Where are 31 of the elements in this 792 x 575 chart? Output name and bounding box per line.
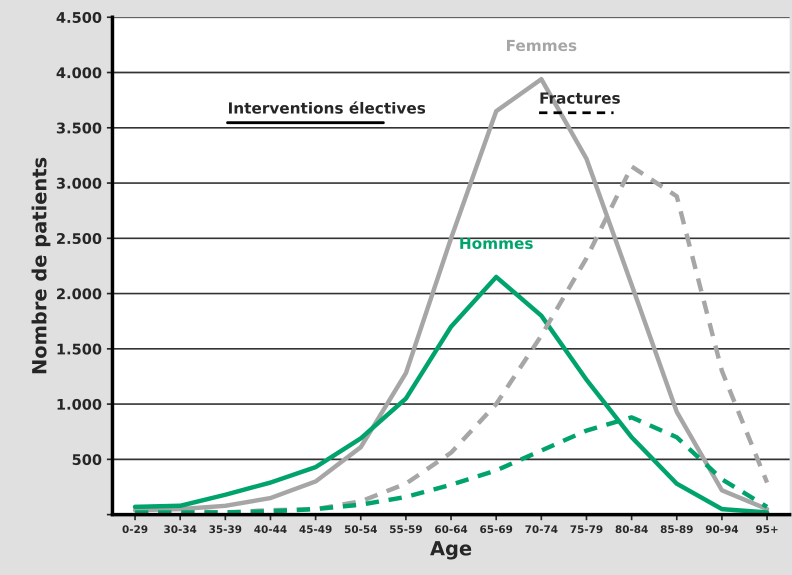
annotation: Fractures xyxy=(540,92,620,104)
y-tick-label: 4.000 xyxy=(56,67,102,78)
annotation: Interventions électives xyxy=(228,101,426,114)
x-axis-title: Age xyxy=(430,541,472,560)
x-tick-label: 70-74 xyxy=(525,525,558,534)
x-tick-label: 65-69 xyxy=(480,525,512,534)
y-tick-label: 1.500 xyxy=(58,344,102,355)
x-tick-label: 40-44 xyxy=(254,525,287,534)
x-tick-label: 95+ xyxy=(756,525,778,534)
x-tick-label: 60-64 xyxy=(435,525,468,534)
text: Hommes xyxy=(460,238,533,250)
y-tick-label: 3.500 xyxy=(56,122,102,134)
y-tick-label: 2.500 xyxy=(57,233,102,244)
y-tick-label: 1.000 xyxy=(58,398,102,410)
text: Femmes xyxy=(506,40,576,52)
x-tick-label: 50-54 xyxy=(344,525,377,534)
x-tick-label: 80-84 xyxy=(616,525,648,534)
x-tick-label: 75-79 xyxy=(570,525,602,534)
x-tick-label: 0-29 xyxy=(122,525,148,534)
x-tick-label: 55-59 xyxy=(390,525,422,534)
x-tick-label: 85-89 xyxy=(660,525,693,534)
y-tick-label: 500 xyxy=(72,454,102,466)
x-tick-label: 45-49 xyxy=(299,525,332,534)
x-tick-label: 30-34 xyxy=(164,525,196,534)
x-tick-label: 35-39 xyxy=(209,525,242,534)
y-tick-label: 2.000 xyxy=(57,288,102,300)
y-axis-title: Nombre de patients xyxy=(32,158,50,374)
y-tick-label: 4.500 xyxy=(56,12,102,23)
line-series xyxy=(132,274,770,515)
y-tick-label: 3.000 xyxy=(56,178,102,189)
x-tick-label: 90-94 xyxy=(706,525,738,534)
